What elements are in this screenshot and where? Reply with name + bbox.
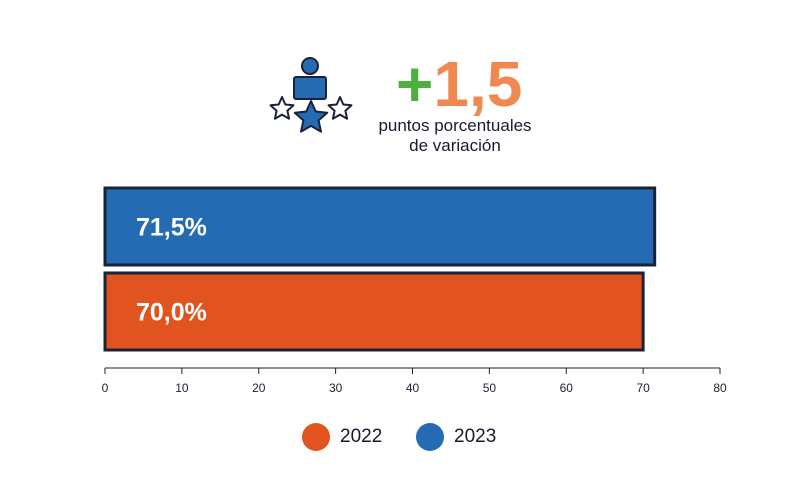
plus-sign: + bbox=[396, 48, 434, 120]
x-tick-label-20: 20 bbox=[252, 381, 266, 395]
legend-label-2023: 2023 bbox=[454, 426, 497, 447]
legend-label-2022: 2022 bbox=[340, 426, 383, 447]
x-tick-label-70: 70 bbox=[636, 381, 650, 395]
bar-label-2023: 71,5% bbox=[136, 214, 207, 242]
person-with-stars-icon bbox=[269, 57, 353, 133]
x-tick-label-40: 40 bbox=[406, 381, 420, 395]
x-tick-label-50: 50 bbox=[483, 381, 497, 395]
variation-number: 1,5 bbox=[433, 48, 523, 120]
legend-item-2022: 2022 bbox=[302, 422, 382, 452]
x-tick-label-60: 60 bbox=[560, 381, 574, 395]
bar-label-2022: 70,0% bbox=[136, 299, 207, 327]
legend-swatch-2022 bbox=[302, 423, 330, 451]
variation-subtitle: puntos porcentuales de variación bbox=[360, 116, 550, 156]
bar-chart: 71,5% 70,0% 0 10 20 30 40 50 60 70 80 bbox=[102, 186, 727, 395]
variation-value: +1,5 bbox=[396, 52, 522, 116]
legend-item-2023: 2023 bbox=[416, 422, 496, 452]
x-tick-label-80: 80 bbox=[713, 381, 727, 395]
x-tick-label-10: 10 bbox=[175, 381, 189, 395]
header: +1,5 puntos porcentuales de variación bbox=[0, 0, 800, 170]
subtitle-line-1: puntos porcentuales bbox=[378, 116, 532, 135]
x-tick-label-30: 30 bbox=[329, 381, 343, 395]
x-tick-label-0: 0 bbox=[102, 381, 109, 395]
subtitle-line-2: de variación bbox=[409, 136, 501, 155]
bar-2023 bbox=[103, 186, 657, 267]
bar-2022 bbox=[103, 271, 645, 352]
legend-swatch-2023 bbox=[416, 423, 444, 451]
legend: 2022 2023 bbox=[0, 418, 800, 458]
